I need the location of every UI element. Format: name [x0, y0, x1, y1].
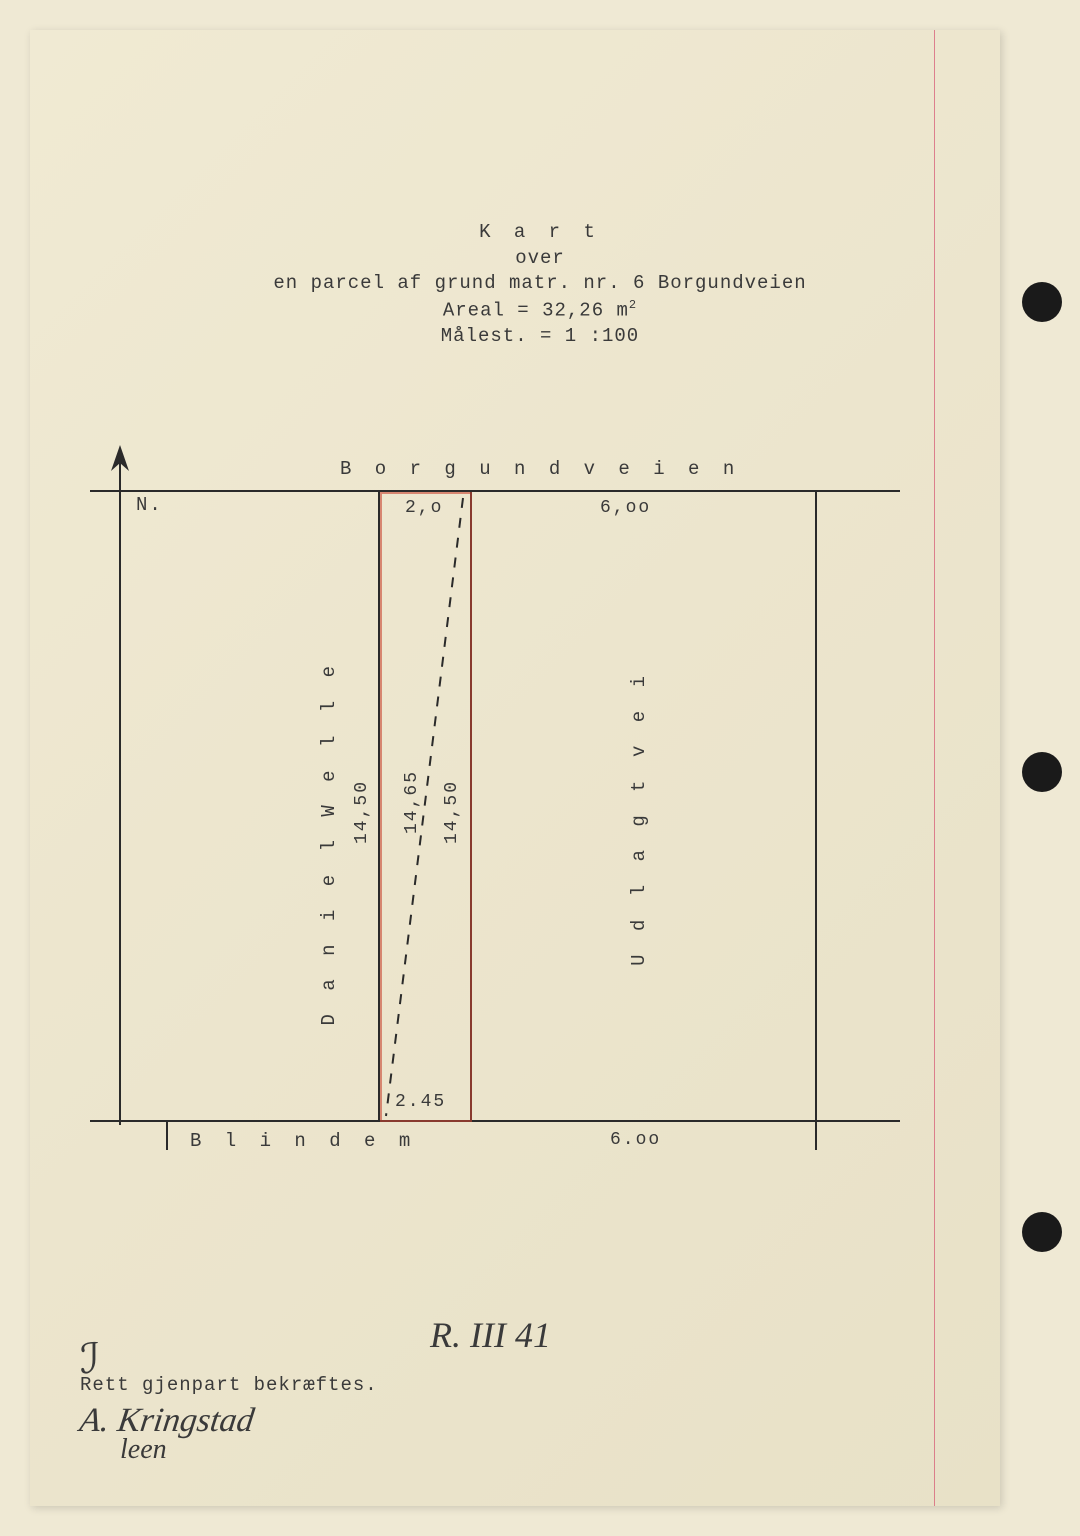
bottom-boundary [90, 1120, 900, 1122]
dim-diag: 14,65 [402, 770, 422, 834]
parcel-diagram: N. B o r g u n d v e i e n 2,o 6,oo B l … [80, 460, 900, 1160]
scale-line: Målest. = 1 :100 [0, 324, 1080, 350]
bottom-street-label: B l i n d e m [190, 1130, 416, 1152]
subtitle: over [0, 246, 1080, 272]
area-line: Areal = 32,26 m2 [0, 297, 1080, 324]
dim-left: 14,50 [352, 780, 372, 844]
right-road-label: U d l a g t v e i [628, 670, 650, 966]
dim-top-right: 6,oo [600, 498, 651, 518]
title: K a r t [0, 220, 1080, 246]
area-label: Areal = 32,26 m [443, 299, 629, 321]
diagonal-dashed [378, 490, 478, 1122]
punch-hole-3 [1022, 1212, 1062, 1252]
description-line: en parcel af grund matr. nr. 6 Borgundve… [0, 271, 1080, 297]
area-exponent: 2 [629, 298, 637, 312]
punch-hole-2 [1022, 752, 1062, 792]
footer-block: ℐ Rett gjenpart bekræftes. A. Kringstad … [80, 1334, 940, 1466]
cert-text: Rett gjenpart bekræftes. [80, 1374, 940, 1396]
header-block: K a r t over en parcel af grund matr. nr… [0, 220, 1080, 350]
date-mark: R. III 41 [430, 1314, 551, 1356]
dim-right: 14,50 [442, 780, 462, 844]
top-boundary [90, 490, 900, 492]
left-owner-label: D a n i e l W e l l e [318, 660, 340, 1025]
right-boundary [815, 490, 817, 1150]
north-arrow [108, 445, 132, 1140]
top-street-label: B o r g u n d v e i e n [340, 458, 740, 480]
dim-bottom-right: 6.oo [610, 1130, 661, 1150]
signature-1: A. Kringstad [77, 1402, 942, 1440]
bottom-left-tick [166, 1120, 168, 1150]
north-label: N. [136, 494, 163, 516]
